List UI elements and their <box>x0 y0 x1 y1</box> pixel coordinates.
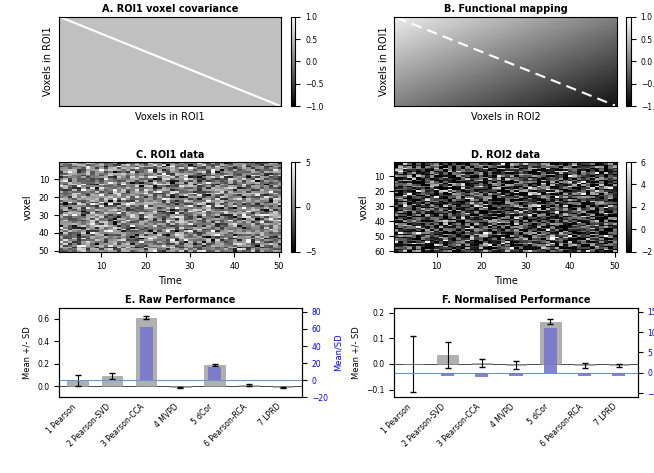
Title: F. Normalised Performance: F. Normalised Performance <box>442 295 591 306</box>
Title: A. ROI1 voxel covariance: A. ROI1 voxel covariance <box>102 4 238 14</box>
Bar <box>543 328 557 373</box>
Y-axis label: voxel: voxel <box>358 194 369 220</box>
Y-axis label: Voxels in ROI1: Voxels in ROI1 <box>379 26 389 96</box>
Y-axis label: voxel: voxel <box>23 194 33 220</box>
Bar <box>239 385 259 386</box>
X-axis label: Voxels in ROI2: Voxels in ROI2 <box>471 112 540 122</box>
Y-axis label: Mean +/- SD: Mean +/- SD <box>352 326 361 379</box>
Bar <box>67 380 88 386</box>
Bar <box>208 368 222 380</box>
Bar <box>438 355 458 364</box>
Bar <box>101 376 122 386</box>
Bar <box>612 373 625 376</box>
Title: C. ROI1 data: C. ROI1 data <box>136 150 204 160</box>
X-axis label: Time: Time <box>494 276 517 286</box>
Bar <box>475 373 489 377</box>
Bar <box>578 373 591 376</box>
Bar <box>273 386 294 387</box>
Y-axis label: Mean/SD: Mean/SD <box>334 333 342 371</box>
X-axis label: Time: Time <box>158 276 182 286</box>
Bar <box>441 373 455 376</box>
Y-axis label: Mean +/- SD: Mean +/- SD <box>22 326 31 379</box>
Title: E. Raw Performance: E. Raw Performance <box>126 295 235 306</box>
X-axis label: Voxels in ROI1: Voxels in ROI1 <box>135 112 205 122</box>
Title: B. Functional mapping: B. Functional mapping <box>443 4 568 14</box>
Bar <box>136 318 156 386</box>
Bar <box>472 363 492 364</box>
Y-axis label: Voxels in ROI1: Voxels in ROI1 <box>43 26 54 96</box>
Bar <box>574 364 595 365</box>
Bar <box>509 373 523 376</box>
Bar <box>540 322 560 364</box>
Bar <box>170 386 191 387</box>
Bar <box>139 327 153 380</box>
Title: D. ROI2 data: D. ROI2 data <box>471 150 540 160</box>
Bar <box>205 365 225 386</box>
Bar <box>608 364 629 365</box>
Bar <box>506 364 526 365</box>
